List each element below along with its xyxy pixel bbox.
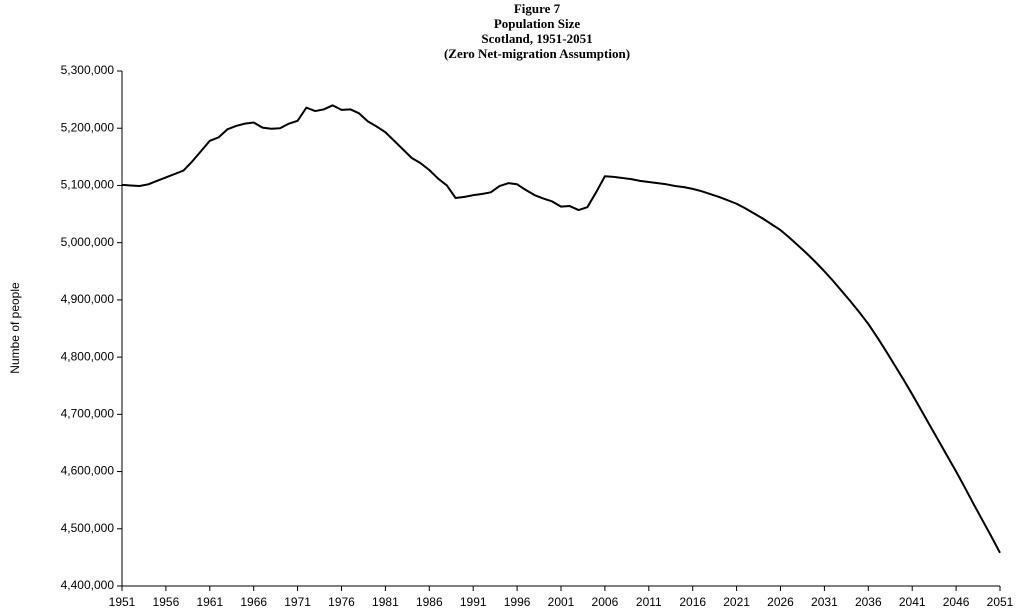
data-line <box>121 104 1001 554</box>
y-tick-label: 4,400,000 <box>61 578 115 592</box>
chart-subtitle: (Zero Net-migration Assumption) <box>444 46 630 61</box>
y-tick-label: 5,200,000 <box>61 120 115 134</box>
x-tick-label: 1986 <box>416 595 443 609</box>
x-tick-label: 1951 <box>109 595 136 609</box>
y-tick-label: 4,600,000 <box>61 464 115 478</box>
x-tick-label: 1976 <box>328 595 355 609</box>
x-tick-label: 2011 <box>636 595 662 609</box>
x-tick-label: 1996 <box>504 595 531 609</box>
y-tick-label: 5,000,000 <box>61 235 115 249</box>
y-axis-label: Numbe of people <box>8 282 22 374</box>
x-tick-label: 1961 <box>196 595 223 609</box>
x-tick-label: 2021 <box>723 595 750 609</box>
x-tick-label: 2006 <box>592 595 619 609</box>
x-tick-label: 2026 <box>767 595 794 609</box>
y-tick-label: 5,100,000 <box>61 178 115 192</box>
x-tick-label: 2051 <box>987 595 1014 609</box>
y-tick-label: 4,500,000 <box>61 521 115 535</box>
x-tick-label: 1981 <box>372 595 399 609</box>
chart-subtitle: Population Size <box>494 16 581 31</box>
x-tick-label: 1971 <box>284 595 311 609</box>
x-tick-label: 1956 <box>153 595 180 609</box>
x-tick-label: 2041 <box>899 595 926 609</box>
chart-title: Figure 7 <box>514 1 561 16</box>
chart-subtitle: Scotland, 1951-2051 <box>481 31 592 46</box>
y-tick-label: 4,800,000 <box>61 349 115 363</box>
x-tick-label: 2016 <box>679 595 706 609</box>
x-tick-label: 2031 <box>811 595 838 609</box>
x-tick-label: 2001 <box>548 595 575 609</box>
y-tick-label: 4,900,000 <box>61 292 115 306</box>
y-tick-label: 4,700,000 <box>61 407 115 421</box>
x-tick-label: 1991 <box>460 595 487 609</box>
x-tick-label: 2036 <box>855 595 882 609</box>
x-tick-label: 2046 <box>943 595 970 609</box>
x-tick-label: 1966 <box>240 595 267 609</box>
y-tick-label: 5,300,000 <box>61 63 115 77</box>
